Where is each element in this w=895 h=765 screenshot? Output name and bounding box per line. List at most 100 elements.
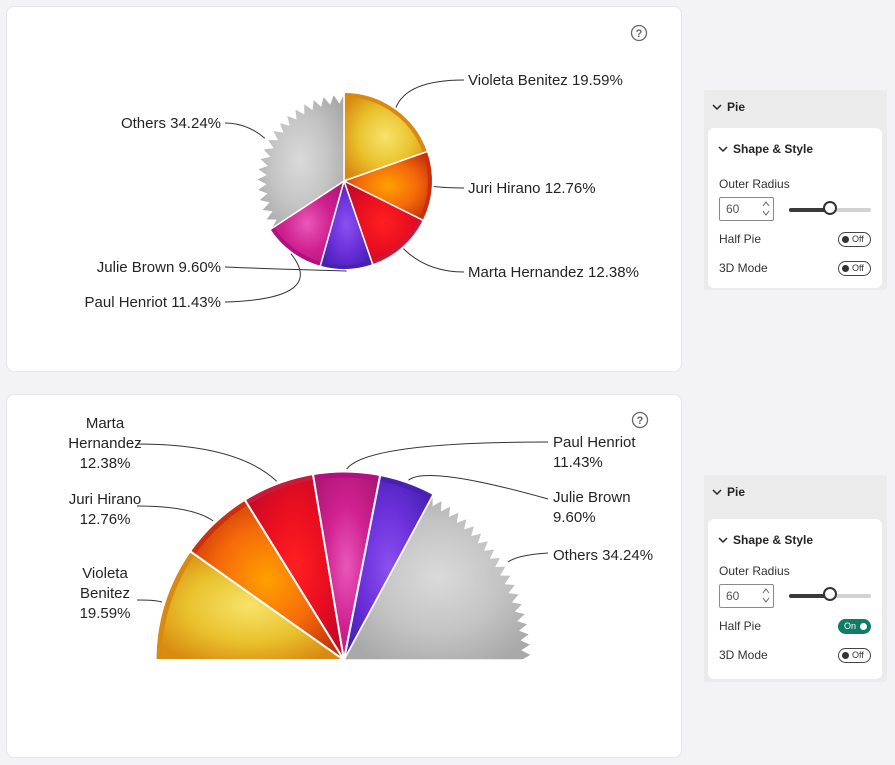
label-violeta: Violeta Benitez 19.59% [80,565,131,622]
outer-radius-label: Outer Radius [719,177,790,191]
outer-radius-value: 60 [726,202,740,216]
slider-fill [789,594,830,598]
chevron-down-icon [718,537,728,544]
pie-chart-card: Violeta Benitez 19.59% Juri Hirano 12.76%… [6,6,682,372]
chevron-down-icon [718,146,728,153]
slice-paul-rim [314,472,379,481]
toggle-state: Off [852,650,864,660]
toggle-knob [860,623,867,630]
slice-violeta[interactable] [154,550,348,661]
half-pie-label: Half Pie [719,619,762,633]
leader-line-juri [433,185,465,189]
pie-section-title: Pie [727,100,746,114]
outer-radius-slider[interactable] [789,587,871,601]
3d-mode-label: 3D Mode [719,261,768,275]
leader-line-others [507,552,549,563]
leader-line-julie [408,475,549,500]
slider-thumb[interactable] [823,201,837,215]
chevron-down-icon [712,489,722,496]
slider-fill [789,208,830,212]
outer-radius-input[interactable]: 60 [719,197,774,221]
spin-up-icon[interactable] [762,201,770,207]
svg-text:?: ? [637,415,644,427]
toggle-state: Off [852,234,864,244]
label-line: 19.59% [80,605,131,622]
slice-julie-rim [321,260,372,269]
leader-line-paul [346,441,549,470]
label-violeta: Violeta Benitez 19.59% [468,72,623,89]
spin-up-icon[interactable] [762,588,770,594]
slice-others[interactable] [254,92,345,230]
outer-radius-value: 60 [726,589,740,603]
label-line: Benitez [80,585,130,602]
slice-marta-rim [246,475,313,505]
shape-style-card: Shape & Style Outer Radius 60 Half Pie O… [708,128,882,288]
label-marta: Marta Hernandez 12.38% [468,264,639,281]
pie-chart[interactable]: Violeta Benitez 19.59% Juri Hirano 12.76%… [7,7,681,371]
leader-line-marta [136,443,278,482]
label-line: 9.60% [553,509,596,526]
toggle-knob [842,652,849,659]
3d-mode-toggle[interactable]: Off [838,261,871,276]
half-pie-label: Half Pie [719,232,762,246]
half-pie-toggle[interactable]: Off [838,232,871,247]
svg-text:?: ? [636,28,643,40]
3d-mode-toggle[interactable]: Off [838,648,871,663]
leader-line-violeta [136,599,163,603]
slice-julie-rim [380,476,432,499]
leader-line-julie [224,266,347,272]
half-pie-toggle[interactable]: On [838,619,871,634]
label-line: Marta [86,415,125,432]
label-line: Hernandez [68,435,141,452]
leader-line-others [224,122,266,139]
leader-line-paul [224,253,301,303]
question-circle-icon[interactable]: ? [630,24,648,42]
label-line: 12.38% [80,455,131,472]
label-julie: Julie Brown 9.60% [97,259,221,276]
shape-style-header[interactable]: Shape & Style [718,533,813,547]
outer-radius-input[interactable]: 60 [719,584,774,608]
label-line: Julie Brown [553,489,631,506]
spin-down-icon[interactable] [762,597,770,603]
question-circle-icon[interactable]: ? [631,411,649,429]
slice-violeta-rim [344,93,427,153]
slice-violeta-rim [156,552,195,659]
half-pie-chart[interactable]: Violeta Benitez 19.59% Juri Hirano 12.76% Mar… [7,395,681,757]
slice-others[interactable] [342,494,534,661]
pie-section-header[interactable]: Pie [712,485,745,499]
slice-marta-rim [372,219,423,264]
outer-radius-slider[interactable] [789,201,871,215]
shape-style-card: Shape & Style Outer Radius 60 Half Pie O… [708,519,882,679]
shape-style-title: Shape & Style [733,533,814,547]
leader-line-marta [402,248,465,273]
chevron-down-icon [712,104,722,111]
spin-down-icon[interactable] [762,210,770,216]
label-juri: Juri Hirano 12.76% [468,180,596,197]
label-paul: Paul Henriot 11.43% [553,434,636,471]
leader-line-juri [136,505,214,522]
label-others: Others 34.24% [553,547,653,564]
toggle-state: On [844,621,857,631]
outer-radius-label: Outer Radius [719,564,790,578]
format-panel-pie: Pie Shape & Style Outer Radius 60 Half P… [704,90,887,290]
3d-mode-label: 3D Mode [719,648,768,662]
toggle-knob [842,236,849,243]
slice-juri-rim [191,501,247,554]
label-line: Juri Hirano [69,491,142,508]
label-line: Violeta [82,565,128,582]
label-line: 11.43% [553,454,603,471]
format-panel-pie: Pie Shape & Style Outer Radius 60 Half P… [704,475,887,682]
pie-section-title: Pie [727,485,746,499]
shape-style-title: Shape & Style [733,142,814,156]
label-line: 12.76% [80,511,131,528]
label-marta: Marta Hernandez 12.38% [68,415,141,472]
toggle-state: Off [852,263,864,273]
half-pie-chart-card: Violeta Benitez 19.59% Juri Hirano 12.76% Mar… [6,394,682,758]
shape-style-header[interactable]: Shape & Style [718,142,813,156]
pie-section-header[interactable]: Pie [712,100,745,114]
slider-thumb[interactable] [823,587,837,601]
label-others: Others 34.24% [121,115,221,132]
label-line: Paul Henriot [553,434,636,451]
label-line: Others 34.24% [553,547,653,564]
leader-line-violeta [395,79,465,108]
